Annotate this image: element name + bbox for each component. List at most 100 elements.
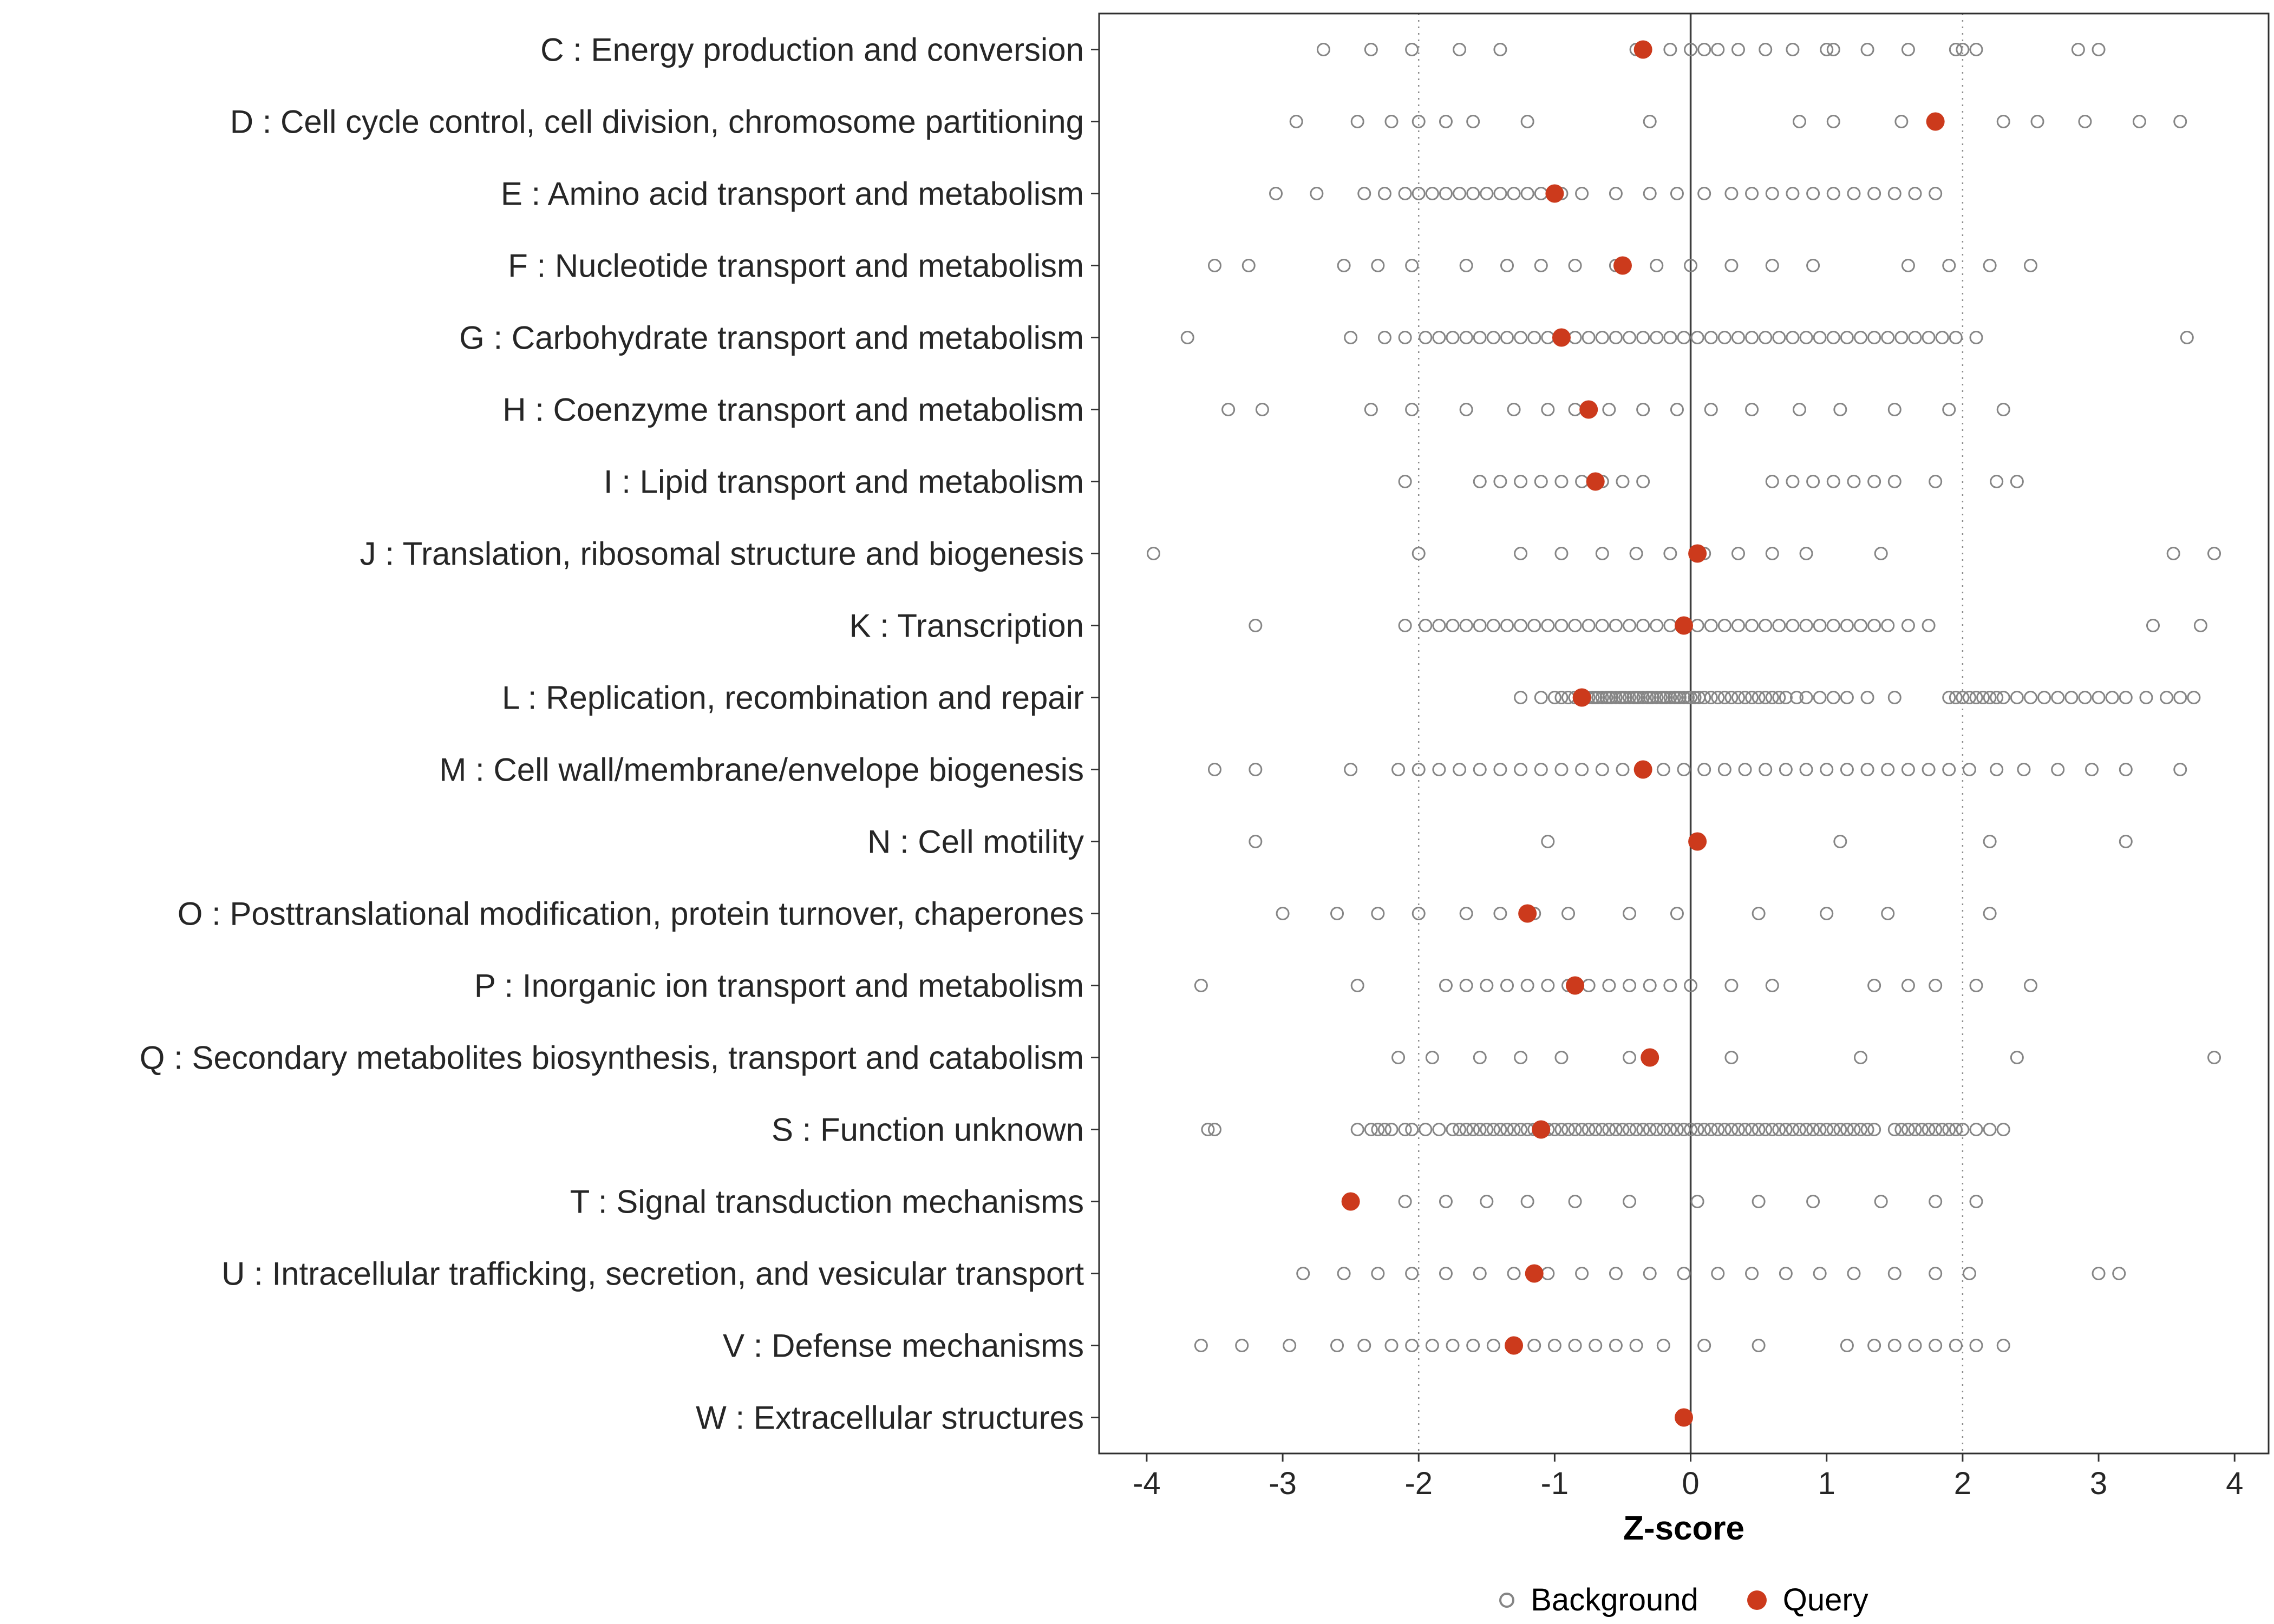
background-point [1799,619,1813,632]
query-point [1566,976,1585,995]
background-point [1663,331,1677,344]
background-point [1792,403,1806,416]
background-point [1789,691,1803,704]
background-point [1595,763,1609,776]
background-point [1690,1123,1704,1136]
background-point [1860,1123,1874,1136]
background-point [2173,691,2187,704]
x-tick-label: -3 [1269,1466,1297,1501]
background-point [1249,619,1263,632]
background-point [1983,835,1997,848]
background-point [1493,187,1507,200]
background-point [1595,619,1609,632]
background-point [1547,691,1561,704]
background-point [1459,1123,1473,1136]
background-point [1507,403,1521,416]
background-point [1826,691,1840,704]
background-point [2064,691,2079,704]
background-point [1731,1123,1745,1136]
background-point [1847,1267,1861,1280]
background-point [1684,691,1698,704]
background-point [1847,187,1861,200]
background-point [1983,907,1997,920]
background-point [1207,763,1221,776]
background-point [2010,691,2024,704]
background-point [1602,979,1616,992]
background-point [1453,43,1467,56]
background-point [1806,475,1820,488]
query-point [1641,1048,1659,1067]
background-point [1412,187,1426,200]
background-point [1826,115,1840,128]
background-point [1704,619,1718,632]
background-point [1806,1123,1820,1136]
background-point [1752,907,1766,920]
background-point [1636,691,1650,704]
background-point [1602,403,1616,416]
background-point [1609,619,1623,632]
background-point [1405,403,1419,416]
background-point [1650,1123,1664,1136]
background-point [1772,1123,1786,1136]
category-label: Q : Secondary metabolites biosynthesis, … [140,1040,1084,1076]
background-point [1881,763,1895,776]
background-point [1384,115,1399,128]
background-point [1554,1123,1569,1136]
background-point [1616,763,1630,776]
background-point [1704,331,1718,344]
background-point [1623,979,1637,992]
background-point [1432,1123,1446,1136]
background-point [2146,619,2160,632]
background-point [1697,187,1711,200]
background-point [1704,1123,1718,1136]
background-point [1541,835,1555,848]
background-point [1745,1267,1759,1280]
background-point [1922,763,1936,776]
background-point [1432,331,1446,344]
background-point [1688,691,1702,704]
background-point [1643,979,1657,992]
background-point [1813,691,1827,704]
background-point [1486,331,1500,344]
background-point [1609,331,1623,344]
background-point [2084,763,2099,776]
background-point [1473,331,1487,344]
background-point [1813,1267,1827,1280]
background-point [1643,1123,1657,1136]
background-point [1820,907,1834,920]
background-point [1534,763,1548,776]
background-point [1711,43,1725,56]
background-point [1697,1339,1711,1352]
background-point [1554,763,1569,776]
background-point [1446,1339,1460,1352]
background-point [1249,835,1263,848]
background-point [1833,403,1847,416]
background-point [1589,1123,1603,1136]
background-point [1453,187,1467,200]
background-point [1990,763,2004,776]
background-point [1813,619,1827,632]
background-point [1398,331,1412,344]
background-point [1949,43,1963,56]
x-tick-label: 0 [1682,1466,1699,1501]
background-point [1840,1339,1854,1352]
background-point [1520,115,1534,128]
background-point [2051,691,2065,704]
background-point [1405,1123,1419,1136]
background-point [1854,1051,1868,1064]
background-point [1595,1123,1609,1136]
background-point [1486,619,1500,632]
background-point [1929,475,1943,488]
background-point [1996,1339,2010,1352]
background-point [1459,403,1473,416]
x-tick-label: -2 [1404,1466,1433,1501]
legend-item-background: Background [1499,1582,1698,1618]
background-point [1459,259,1473,272]
background-point [1976,691,1990,704]
x-tick-label: 3 [2090,1466,2107,1501]
background-point [1813,1123,1827,1136]
background-point [1887,475,1901,488]
background-point [1514,1123,1528,1136]
background-point [1677,691,1691,704]
background-point [1398,187,1412,200]
